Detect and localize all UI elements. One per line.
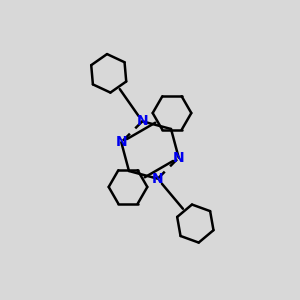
Text: N: N (173, 151, 184, 165)
Text: N: N (136, 114, 148, 128)
Text: N: N (116, 135, 127, 149)
Text: N: N (152, 172, 164, 186)
